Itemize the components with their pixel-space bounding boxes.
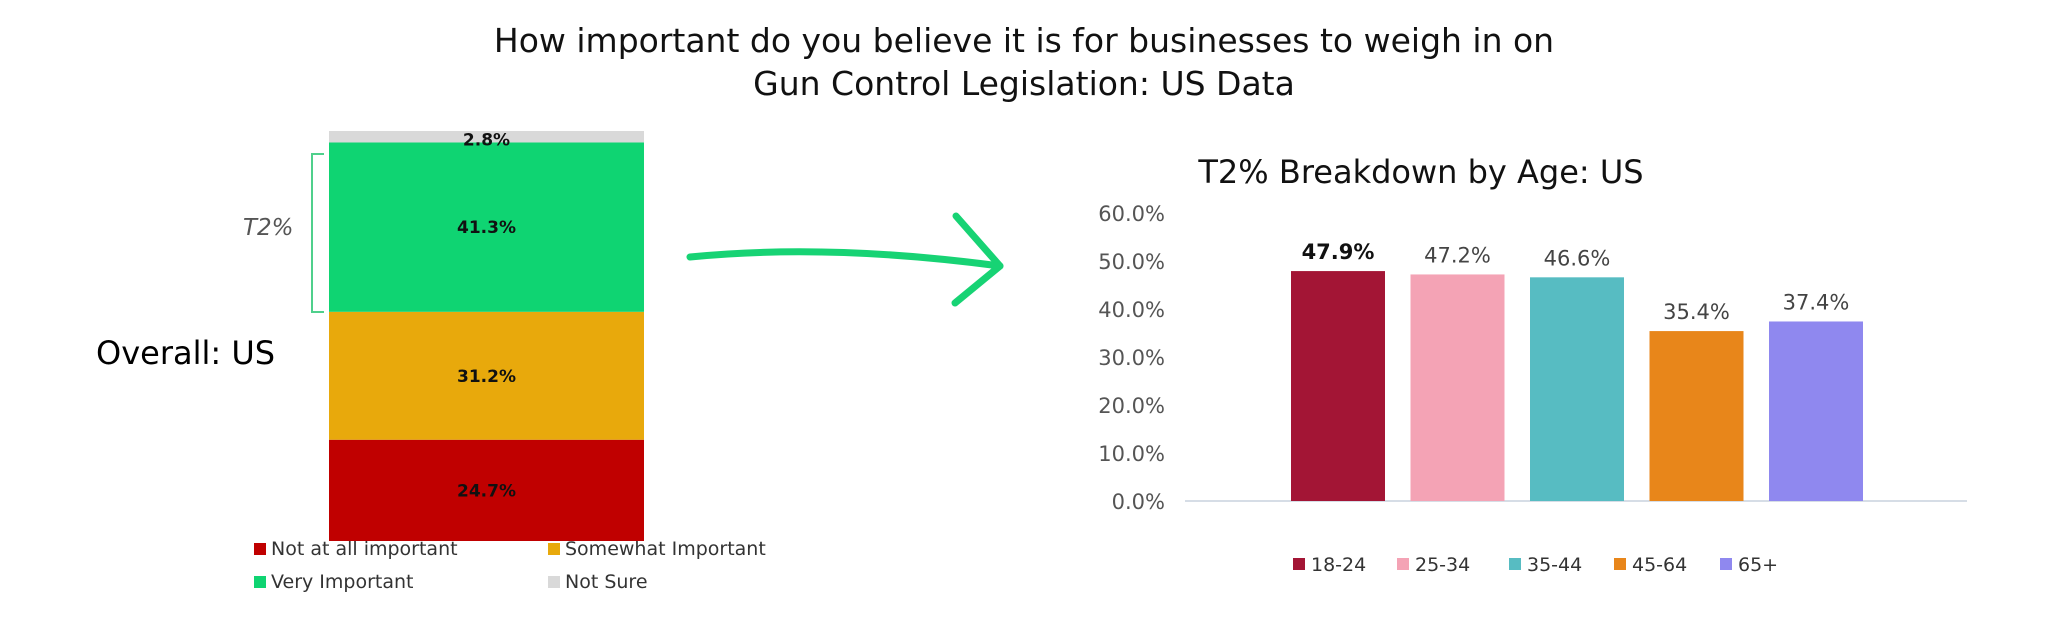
bar-25-34 [1410, 274, 1505, 501]
data-label-65: 37.4% [1783, 290, 1850, 314]
age-chart-title: T2% Breakdown by Age: US [1197, 153, 1643, 191]
y-tick-label: 10.0% [1098, 442, 1165, 466]
arrow-icon [686, 212, 1004, 307]
age-legend-label-45-64: 45-64 [1632, 554, 1687, 576]
legend-label-very-important: Very Important [271, 571, 414, 593]
age-legend-label-18-24: 18-24 [1311, 554, 1366, 576]
stack-segment-not-sure [329, 131, 644, 143]
legend-swatch-not-sure [548, 576, 560, 588]
y-tick-label: 30.0% [1098, 346, 1165, 370]
age-legend-swatch-65 [1720, 558, 1732, 570]
age-legend-swatch-25-34 [1397, 558, 1409, 570]
legend-swatch-very-important [254, 576, 266, 588]
age-legend-swatch-45-64 [1614, 558, 1626, 570]
overall-label: Overall: US [96, 334, 275, 372]
bar-18-24 [1291, 271, 1385, 501]
age-legend-label-35-44: 35-44 [1527, 554, 1582, 576]
overall-legend: Not at all important Somewhat Important Ve… [254, 538, 766, 593]
age-legend-label-65: 65+ [1738, 554, 1778, 576]
age-legend: 18-24 25-34 35-44 45-64 65+ [1293, 554, 1778, 576]
legend-swatch-somewhat-important [548, 543, 560, 555]
age-legend-label-25-34: 25-34 [1415, 554, 1470, 576]
bar-35-44 [1530, 277, 1624, 501]
data-label-45-64: 35.4% [1663, 300, 1730, 324]
age-legend-swatch-18-24 [1293, 558, 1305, 570]
y-tick-label: 50.0% [1098, 250, 1165, 274]
stack-segment-label-somewhat-important: 31.2% [457, 367, 516, 387]
stack-segment-somewhat-important [329, 311, 644, 440]
legend-swatch-not-at-all-important [254, 543, 266, 555]
legend-label-somewhat-important: Somewhat Important [565, 538, 766, 560]
chart-title-line-1: How important do you believe it is for b… [494, 21, 1554, 60]
stack-segment-not-at-all-important [329, 439, 644, 541]
bar-65 [1769, 321, 1863, 501]
y-tick-label: 0.0% [1112, 490, 1165, 514]
age-legend-swatch-35-44 [1509, 558, 1521, 570]
y-tick-label: 20.0% [1098, 394, 1165, 418]
age-bar-chart: 0.0% 10.0% 20.0% 30.0% 40.0% 50.0% 60.0% 47.9% 4… [1098, 202, 1967, 514]
stack-segment-label-very-important: 41.3% [457, 218, 516, 238]
t2-bracket [311, 153, 324, 313]
stack-segment-label-not-at-all-important: 24.7% [457, 481, 516, 501]
overall-stacked-bar-chart: 24.7% 31.2% 41.3% 2.8% [329, 131, 644, 541]
stack-segment-very-important [329, 142, 644, 312]
y-tick-label: 60.0% [1098, 202, 1165, 226]
data-label-25-34: 47.2% [1424, 243, 1491, 267]
chart-title-line-2: Gun Control Legislation: US Data [753, 64, 1295, 103]
t2-bracket-label: T2% [243, 215, 294, 241]
data-label-35-44: 46.6% [1544, 246, 1611, 270]
data-label-18-24: 47.9% [1302, 240, 1375, 264]
stack-segment-label-not-sure: 2.8% [463, 131, 510, 151]
legend-label-not-sure: Not Sure [565, 571, 648, 593]
bar-45-64 [1649, 331, 1744, 501]
y-tick-label: 40.0% [1098, 298, 1165, 322]
legend-label-not-at-all-important: Not at all important [271, 538, 458, 560]
